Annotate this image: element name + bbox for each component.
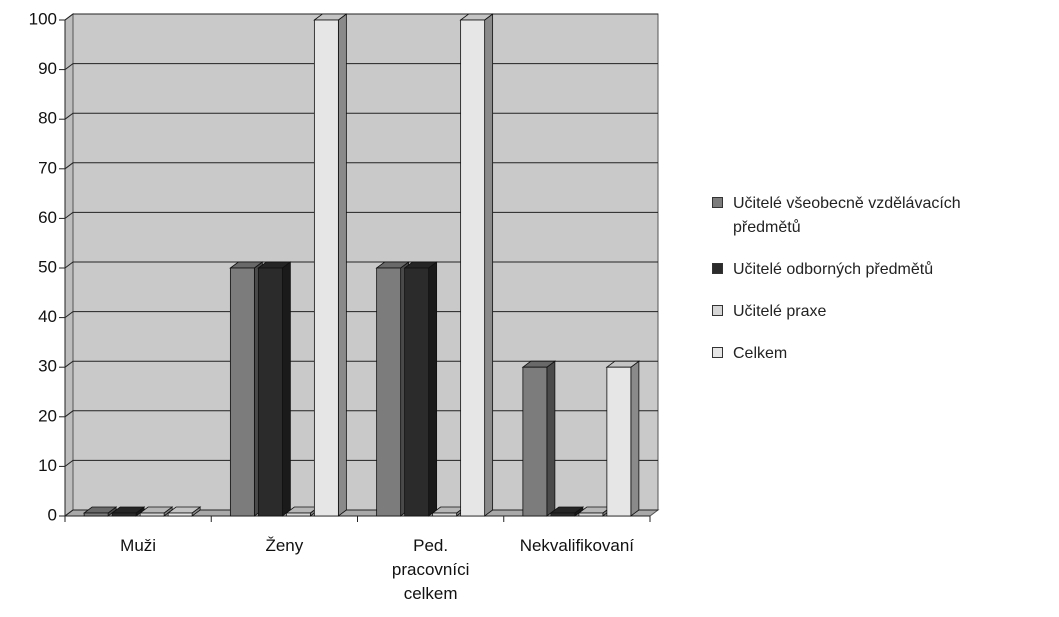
legend: Učitelé všeobecně vzdělávacích předmětů U… [712, 192, 963, 384]
legend-swatch [712, 305, 723, 316]
legend-item: Učitelé praxe [712, 300, 963, 324]
y-tick-label: 60 [38, 208, 57, 227]
bar [167, 512, 193, 517]
x-tick-label: Ženy [204, 534, 364, 558]
bar [376, 267, 402, 517]
bar-side [484, 13, 494, 517]
bar [404, 267, 430, 517]
legend-swatch [712, 347, 723, 358]
y-tick-label: 90 [38, 59, 57, 78]
bar [257, 267, 283, 517]
legend-item: Celkem [712, 342, 963, 366]
bar-side [337, 13, 347, 517]
x-tick-label: Nekvalifikovaní [497, 534, 657, 558]
y-tick-label: 10 [38, 456, 57, 475]
x-tick-label: Ped. pracovníci celkem [351, 534, 511, 606]
x-tick-label-text: Ped. pracovníci celkem [391, 536, 470, 603]
bar [606, 366, 632, 517]
bar [111, 512, 137, 517]
legend-swatch [712, 263, 723, 274]
bar [285, 512, 311, 517]
y-tick-label: 70 [38, 158, 57, 177]
bar [83, 512, 109, 517]
grid-line [64, 13, 658, 21]
bar [229, 267, 255, 517]
legend-item: Učitelé odborných předmětů [712, 258, 963, 282]
bar [522, 366, 548, 517]
y-tick-label: 30 [38, 357, 57, 376]
legend-label: Celkem [733, 345, 788, 362]
x-tick-label-text: Ženy [265, 536, 304, 555]
x-tick-label-text: Muži [120, 536, 157, 555]
y-tick-label: 40 [38, 307, 57, 326]
bar [313, 19, 339, 517]
legend-label: Učitelé všeobecně vzdělávacích předmětů [733, 195, 961, 236]
legend-item: Učitelé všeobecně vzdělávacích předmětů [712, 192, 963, 240]
x-tick-label: Muži [58, 534, 218, 558]
legend-swatch [712, 197, 723, 208]
bar [550, 512, 576, 517]
bar [432, 512, 458, 517]
bar-side [428, 261, 438, 517]
legend-label: Učitelé odborných předmětů [733, 261, 934, 278]
bar [460, 19, 486, 517]
bar [578, 512, 604, 517]
bar-side [630, 360, 640, 517]
y-tick-label: 20 [38, 406, 57, 425]
y-tick-label: 0 [48, 505, 57, 524]
x-tick-label-text: Nekvalifikovaní [519, 536, 635, 555]
y-tick-label: 100 [29, 9, 57, 28]
bar-side [546, 360, 556, 517]
y-tick-label: 50 [38, 257, 57, 276]
legend-label: Učitelé praxe [733, 303, 827, 320]
bar-side [281, 261, 291, 517]
y-tick-label: 80 [38, 109, 57, 128]
bar [139, 512, 165, 517]
